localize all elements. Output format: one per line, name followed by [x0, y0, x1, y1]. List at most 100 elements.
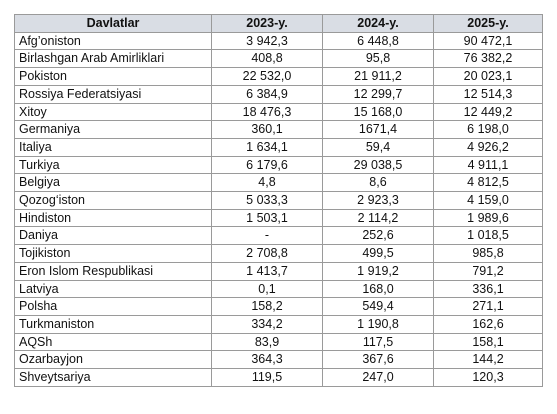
value-2024-cell: 168,0	[322, 279, 434, 299]
table-row: Pokiston 22 532,0 21 911,2 20 023,1	[14, 67, 543, 86]
table-row: Hindiston 1 503,1 2 114,2 1 989,6	[14, 208, 543, 228]
value-2023-cell: 360,1	[211, 120, 323, 139]
column-header-2025: 2025-y.	[433, 14, 543, 33]
table-row: Ozarbayjon 364,3 367,6 144,2	[14, 350, 543, 370]
country-name-cell: Daniya	[14, 226, 212, 246]
value-2023-cell: 119,5	[211, 368, 323, 387]
value-2023-cell: 22 532,0	[211, 67, 323, 86]
table-row: Turkiya 6 179,6 29 038,5 4 911,1	[14, 155, 543, 175]
table-row: Polsha 158,2 549,4 271,1	[14, 297, 543, 316]
value-2024-cell: 247,0	[322, 368, 434, 387]
value-2023-cell: 2 708,8	[211, 244, 323, 263]
country-name-cell: Shveytsariya	[14, 368, 212, 387]
value-2024-cell: 367,6	[322, 350, 434, 370]
value-2024-cell: 8,6	[322, 173, 434, 193]
value-2025-cell: 4 926,2	[433, 137, 543, 157]
value-2024-cell: 15 168,0	[322, 102, 434, 122]
table-row: Daniya -252,6 1 018,5	[14, 226, 543, 246]
value-2023-cell: 1 634,1	[211, 137, 323, 157]
value-2025-cell: 90 472,1	[433, 31, 543, 51]
table-row: Birlashgan Arab Amirliklari 408,8 95,8 76 3…	[14, 49, 543, 69]
value-2025-cell: 791,2	[433, 261, 543, 281]
table-row: Xitoy 18 476,3 15 168,0 12 449,2	[14, 102, 543, 122]
value-2025-cell: 120,3	[433, 368, 543, 387]
value-2024-cell: 21 911,2	[322, 67, 434, 86]
value-2025-cell: 4 911,1	[433, 155, 543, 175]
value-2025-cell: 162,6	[433, 314, 543, 334]
value-2023-cell: 408,8	[211, 49, 323, 69]
value-2024-cell: 1 190,8	[322, 314, 434, 334]
value-2025-cell: 271,1	[433, 297, 543, 316]
column-header-2023: 2023-y.	[211, 14, 323, 33]
table-row: Shveytsariya 119,5 247,0 120,3	[14, 368, 543, 387]
value-2024-cell: 2 114,2	[322, 208, 434, 228]
country-name-cell: Pokiston	[14, 67, 212, 86]
column-header-countries: Davlatlar	[14, 14, 212, 33]
value-2025-cell: 1 989,6	[433, 208, 543, 228]
table-row: Belgiya 4,8 8,6 4 812,5	[14, 173, 543, 193]
table-row: Eron Islom Respublikasi 1 413,7 1 919,2 791…	[14, 261, 543, 281]
value-2023-cell: 6 384,9	[211, 84, 323, 104]
table-header-row: Davlatlar 2023-y. 2024-y. 2025-y.	[14, 14, 543, 33]
value-2024-cell: 1 919,2	[322, 261, 434, 281]
value-2025-cell: 12 514,3	[433, 84, 543, 104]
value-2025-cell: 4 159,0	[433, 191, 543, 210]
value-2025-cell: 158,1	[433, 332, 543, 352]
value-2025-cell: 12 449,2	[433, 102, 543, 122]
value-2024-cell: 117,5	[322, 332, 434, 352]
value-2024-cell: 12 299,7	[322, 84, 434, 104]
value-2025-cell: 6 198,0	[433, 120, 543, 139]
table-body: Afg’oniston 3 942,3 6 448,8 90 472,1 Birlash…	[14, 31, 543, 387]
table-row: Latviya 0,1 168,0 336,1	[14, 279, 543, 299]
table-row: Rossiya Federatsiyasi 6 384,9 12 299,7 12 5…	[14, 84, 543, 104]
table-row: Italiya 1 634,1 59,4 4 926,2	[14, 137, 543, 157]
country-name-cell: Xitoy	[14, 102, 212, 122]
value-2024-cell: 95,8	[322, 49, 434, 69]
country-name-cell: Tojikiston	[14, 244, 212, 263]
country-name-cell: Polsha	[14, 297, 212, 316]
data-table-container: Davlatlar 2023-y. 2024-y. 2025-y. Afg’on…	[14, 14, 543, 387]
value-2023-cell: 5 033,3	[211, 191, 323, 210]
country-name-cell: Eron Islom Respublikasi	[14, 261, 212, 281]
value-2023-cell: 1 413,7	[211, 261, 323, 281]
country-name-cell: AQSh	[14, 332, 212, 352]
country-name-cell: Qozog‘iston	[14, 191, 212, 210]
value-2023-cell: 83,9	[211, 332, 323, 352]
value-2023-cell: 1 503,1	[211, 208, 323, 228]
country-name-cell: Latviya	[14, 279, 212, 299]
value-2023-cell: -	[211, 226, 323, 246]
table-row: Afg’oniston 3 942,3 6 448,8 90 472,1	[14, 31, 543, 51]
country-name-cell: Turkiya	[14, 155, 212, 175]
value-2023-cell: 158,2	[211, 297, 323, 316]
value-2023-cell: 18 476,3	[211, 102, 323, 122]
country-name-cell: Germaniya	[14, 120, 212, 139]
value-2025-cell: 4 812,5	[433, 173, 543, 193]
value-2023-cell: 0,1	[211, 279, 323, 299]
value-2024-cell: 1671,4	[322, 120, 434, 139]
countries-table: Davlatlar 2023-y. 2024-y. 2025-y. Afg’on…	[14, 14, 543, 387]
country-name-cell: Hindiston	[14, 208, 212, 228]
table-row: Turkmaniston 334,2 1 190,8 162,6	[14, 314, 543, 334]
country-name-cell: Italiya	[14, 137, 212, 157]
value-2025-cell: 20 023,1	[433, 67, 543, 86]
value-2024-cell: 59,4	[322, 137, 434, 157]
value-2025-cell: 985,8	[433, 244, 543, 263]
country-name-cell: Birlashgan Arab Amirliklari	[14, 49, 212, 69]
value-2024-cell: 252,6	[322, 226, 434, 246]
value-2023-cell: 364,3	[211, 350, 323, 370]
table-row: AQSh 83,9 117,5 158,1	[14, 332, 543, 352]
country-name-cell: Rossiya Federatsiyasi	[14, 84, 212, 104]
table-row: Qozog‘iston 5 033,3 2 923,3 4 159,0	[14, 191, 543, 210]
value-2023-cell: 6 179,6	[211, 155, 323, 175]
table-row: Tojikiston 2 708,8 499,5 985,8	[14, 244, 543, 263]
value-2024-cell: 2 923,3	[322, 191, 434, 210]
value-2023-cell: 334,2	[211, 314, 323, 334]
value-2025-cell: 144,2	[433, 350, 543, 370]
value-2023-cell: 3 942,3	[211, 31, 323, 51]
value-2024-cell: 549,4	[322, 297, 434, 316]
value-2024-cell: 499,5	[322, 244, 434, 263]
table-row: Germaniya 360,1 1671,4 6 198,0	[14, 120, 543, 139]
value-2025-cell: 336,1	[433, 279, 543, 299]
country-name-cell: Afg’oniston	[14, 31, 212, 51]
value-2024-cell: 6 448,8	[322, 31, 434, 51]
